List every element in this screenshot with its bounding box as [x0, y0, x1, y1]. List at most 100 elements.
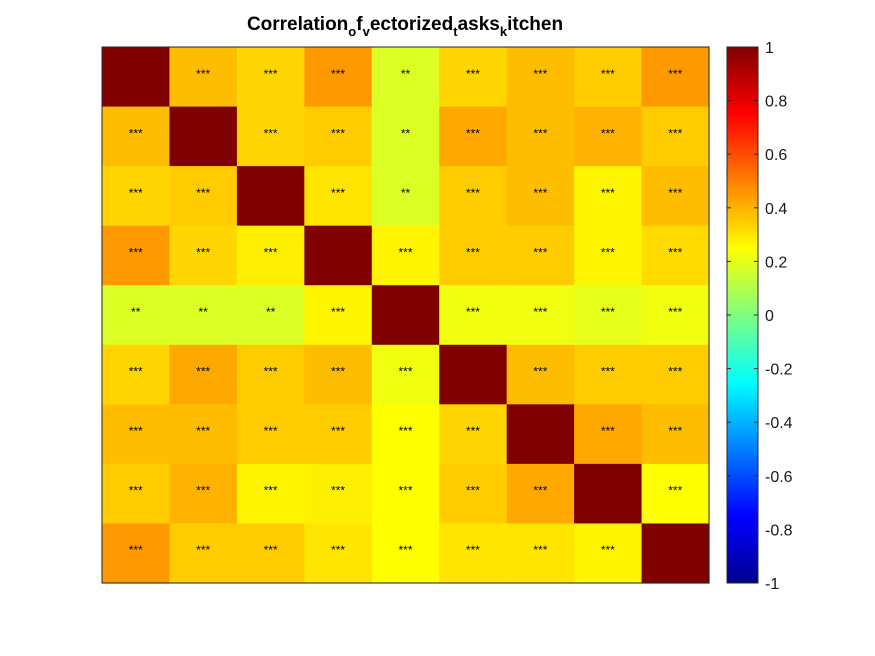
- colorbar-tick-label: -0.8: [765, 522, 793, 539]
- cell-significance-label: ***: [129, 484, 143, 498]
- heatmap-cell: [574, 47, 643, 108]
- heatmap-cell: [506, 285, 575, 346]
- heatmap-cell: [102, 106, 171, 167]
- heatmap-cell: [371, 463, 440, 525]
- colorbar-tick-label: 0.4: [765, 201, 787, 218]
- colorbar-tick-label: -0.2: [765, 362, 793, 379]
- heatmap-cell: [169, 523, 238, 584]
- colorbar-tick-label: 0.8: [765, 94, 787, 111]
- cell-significance-label: ***: [668, 126, 682, 140]
- heatmap-cell: [574, 285, 643, 346]
- heatmap-cell: [102, 463, 171, 525]
- cell-significance-label: ***: [331, 186, 345, 200]
- heatmap-cell: [169, 344, 238, 405]
- cell-significance-label: ***: [331, 424, 345, 438]
- colorbar-tick-label: -0.4: [765, 415, 793, 432]
- heatmap-cell: [371, 225, 440, 286]
- cell-significance-label: ***: [668, 245, 682, 259]
- heatmap-cell: [236, 523, 305, 584]
- heatmap-cell: [102, 47, 171, 108]
- cell-significance-label: ***: [533, 67, 547, 81]
- heatmap-cell: [574, 344, 643, 405]
- cell-significance-label: **: [401, 126, 411, 140]
- title-part: v: [363, 24, 371, 39]
- cell-significance-label: ***: [533, 305, 547, 319]
- cell-significance-label: ***: [601, 245, 615, 259]
- cell-significance-label: ***: [668, 365, 682, 379]
- heatmap-cell: [102, 344, 171, 405]
- heatmap-cell: [102, 523, 171, 584]
- heatmap-cell: [236, 404, 305, 465]
- cell-significance-label: ***: [601, 67, 615, 81]
- colorbar-tick-label: 0.2: [765, 254, 787, 271]
- cell-significance-label: ***: [196, 186, 210, 200]
- heatmap-cell: [169, 285, 238, 346]
- cell-significance-label: ***: [466, 424, 480, 438]
- title-part: t: [453, 24, 458, 39]
- cell-significance-label: ***: [331, 543, 345, 557]
- heatmap-cell: [439, 344, 508, 405]
- heatmap-cell: [641, 47, 710, 108]
- heatmap-cell: [371, 523, 440, 584]
- cell-significance-label: ***: [533, 186, 547, 200]
- heatmap-cell: [304, 404, 373, 465]
- heatmap-cell: [439, 166, 508, 227]
- heatmap-cell: [506, 225, 575, 286]
- cell-significance-label: ***: [466, 305, 480, 319]
- heatmap-cell: [641, 523, 710, 584]
- cell-significance-label: ***: [331, 365, 345, 379]
- cell-significance-label: ***: [398, 543, 412, 557]
- heatmap-cell: [304, 285, 373, 346]
- cell-significance-label: ***: [398, 484, 412, 498]
- cell-significance-label: ***: [331, 126, 345, 140]
- cell-significance-label: **: [401, 67, 411, 81]
- cell-significance-label: ***: [533, 126, 547, 140]
- heatmap-cell: [506, 344, 575, 405]
- heatmap-cell: [574, 523, 643, 584]
- cell-significance-label: ***: [533, 543, 547, 557]
- cell-significance-label: ***: [601, 126, 615, 140]
- cell-significance-label: ***: [668, 305, 682, 319]
- heatmap-cell: [371, 166, 440, 227]
- cell-significance-label: ***: [264, 424, 278, 438]
- cell-significance-label: ***: [264, 245, 278, 259]
- cell-significance-label: ***: [129, 126, 143, 140]
- colorbar-tick-label: 0.6: [765, 147, 787, 164]
- heatmap-cell: [236, 344, 305, 405]
- heatmap-cell: [574, 225, 643, 286]
- heatmap-cell: [102, 404, 171, 465]
- heatmap-cell: [371, 285, 440, 346]
- cell-significance-label: ***: [601, 365, 615, 379]
- cell-significance-label: ***: [196, 543, 210, 557]
- cell-significance-label: **: [198, 305, 208, 319]
- heatmap-cell: [236, 463, 305, 525]
- heatmap-cell: [439, 47, 508, 108]
- colorbar-tick-label: 0: [765, 308, 774, 325]
- heatmap-cell: [169, 404, 238, 465]
- cell-significance-label: ***: [668, 424, 682, 438]
- cell-significance-label: **: [131, 305, 141, 319]
- colorbar-ticks: 1 0.8 0.6 0.4 0.2 0 -0.2 -0.4 -0.6 -0.8 -1: [727, 40, 793, 593]
- colorbar: 1 0.8 0.6 0.4 0.2 0 -0.2 -0.4 -0.6 -0.8 -1: [726, 40, 793, 593]
- cell-significance-label: ***: [601, 543, 615, 557]
- heatmap-cell: [236, 106, 305, 167]
- cell-significance-label: ***: [196, 424, 210, 438]
- cell-significance-label: ***: [196, 365, 210, 379]
- heatmap-cell: [102, 285, 171, 346]
- heatmap-cell: [371, 106, 440, 167]
- title-part: k: [500, 24, 508, 39]
- heatmap-cell: [641, 404, 710, 465]
- colorbar-tick-label: -1: [765, 576, 779, 593]
- heatmap-cell: [371, 404, 440, 465]
- heatmap-cell-labels: *** *** *** ** *** *** *** ****** *** *** ** *** ***…: [129, 67, 683, 557]
- heatmap-cell: [236, 47, 305, 108]
- cell-significance-label: ***: [668, 186, 682, 200]
- cell-significance-label: ***: [533, 484, 547, 498]
- cell-significance-label: ***: [196, 245, 210, 259]
- heatmap-cell: [371, 47, 440, 108]
- title-part: ectorized: [370, 14, 453, 35]
- heatmap-cell: [641, 106, 710, 167]
- plot-area-frame: [101, 46, 710, 584]
- heatmap-cell: [506, 463, 575, 525]
- cell-significance-label: ***: [129, 245, 143, 259]
